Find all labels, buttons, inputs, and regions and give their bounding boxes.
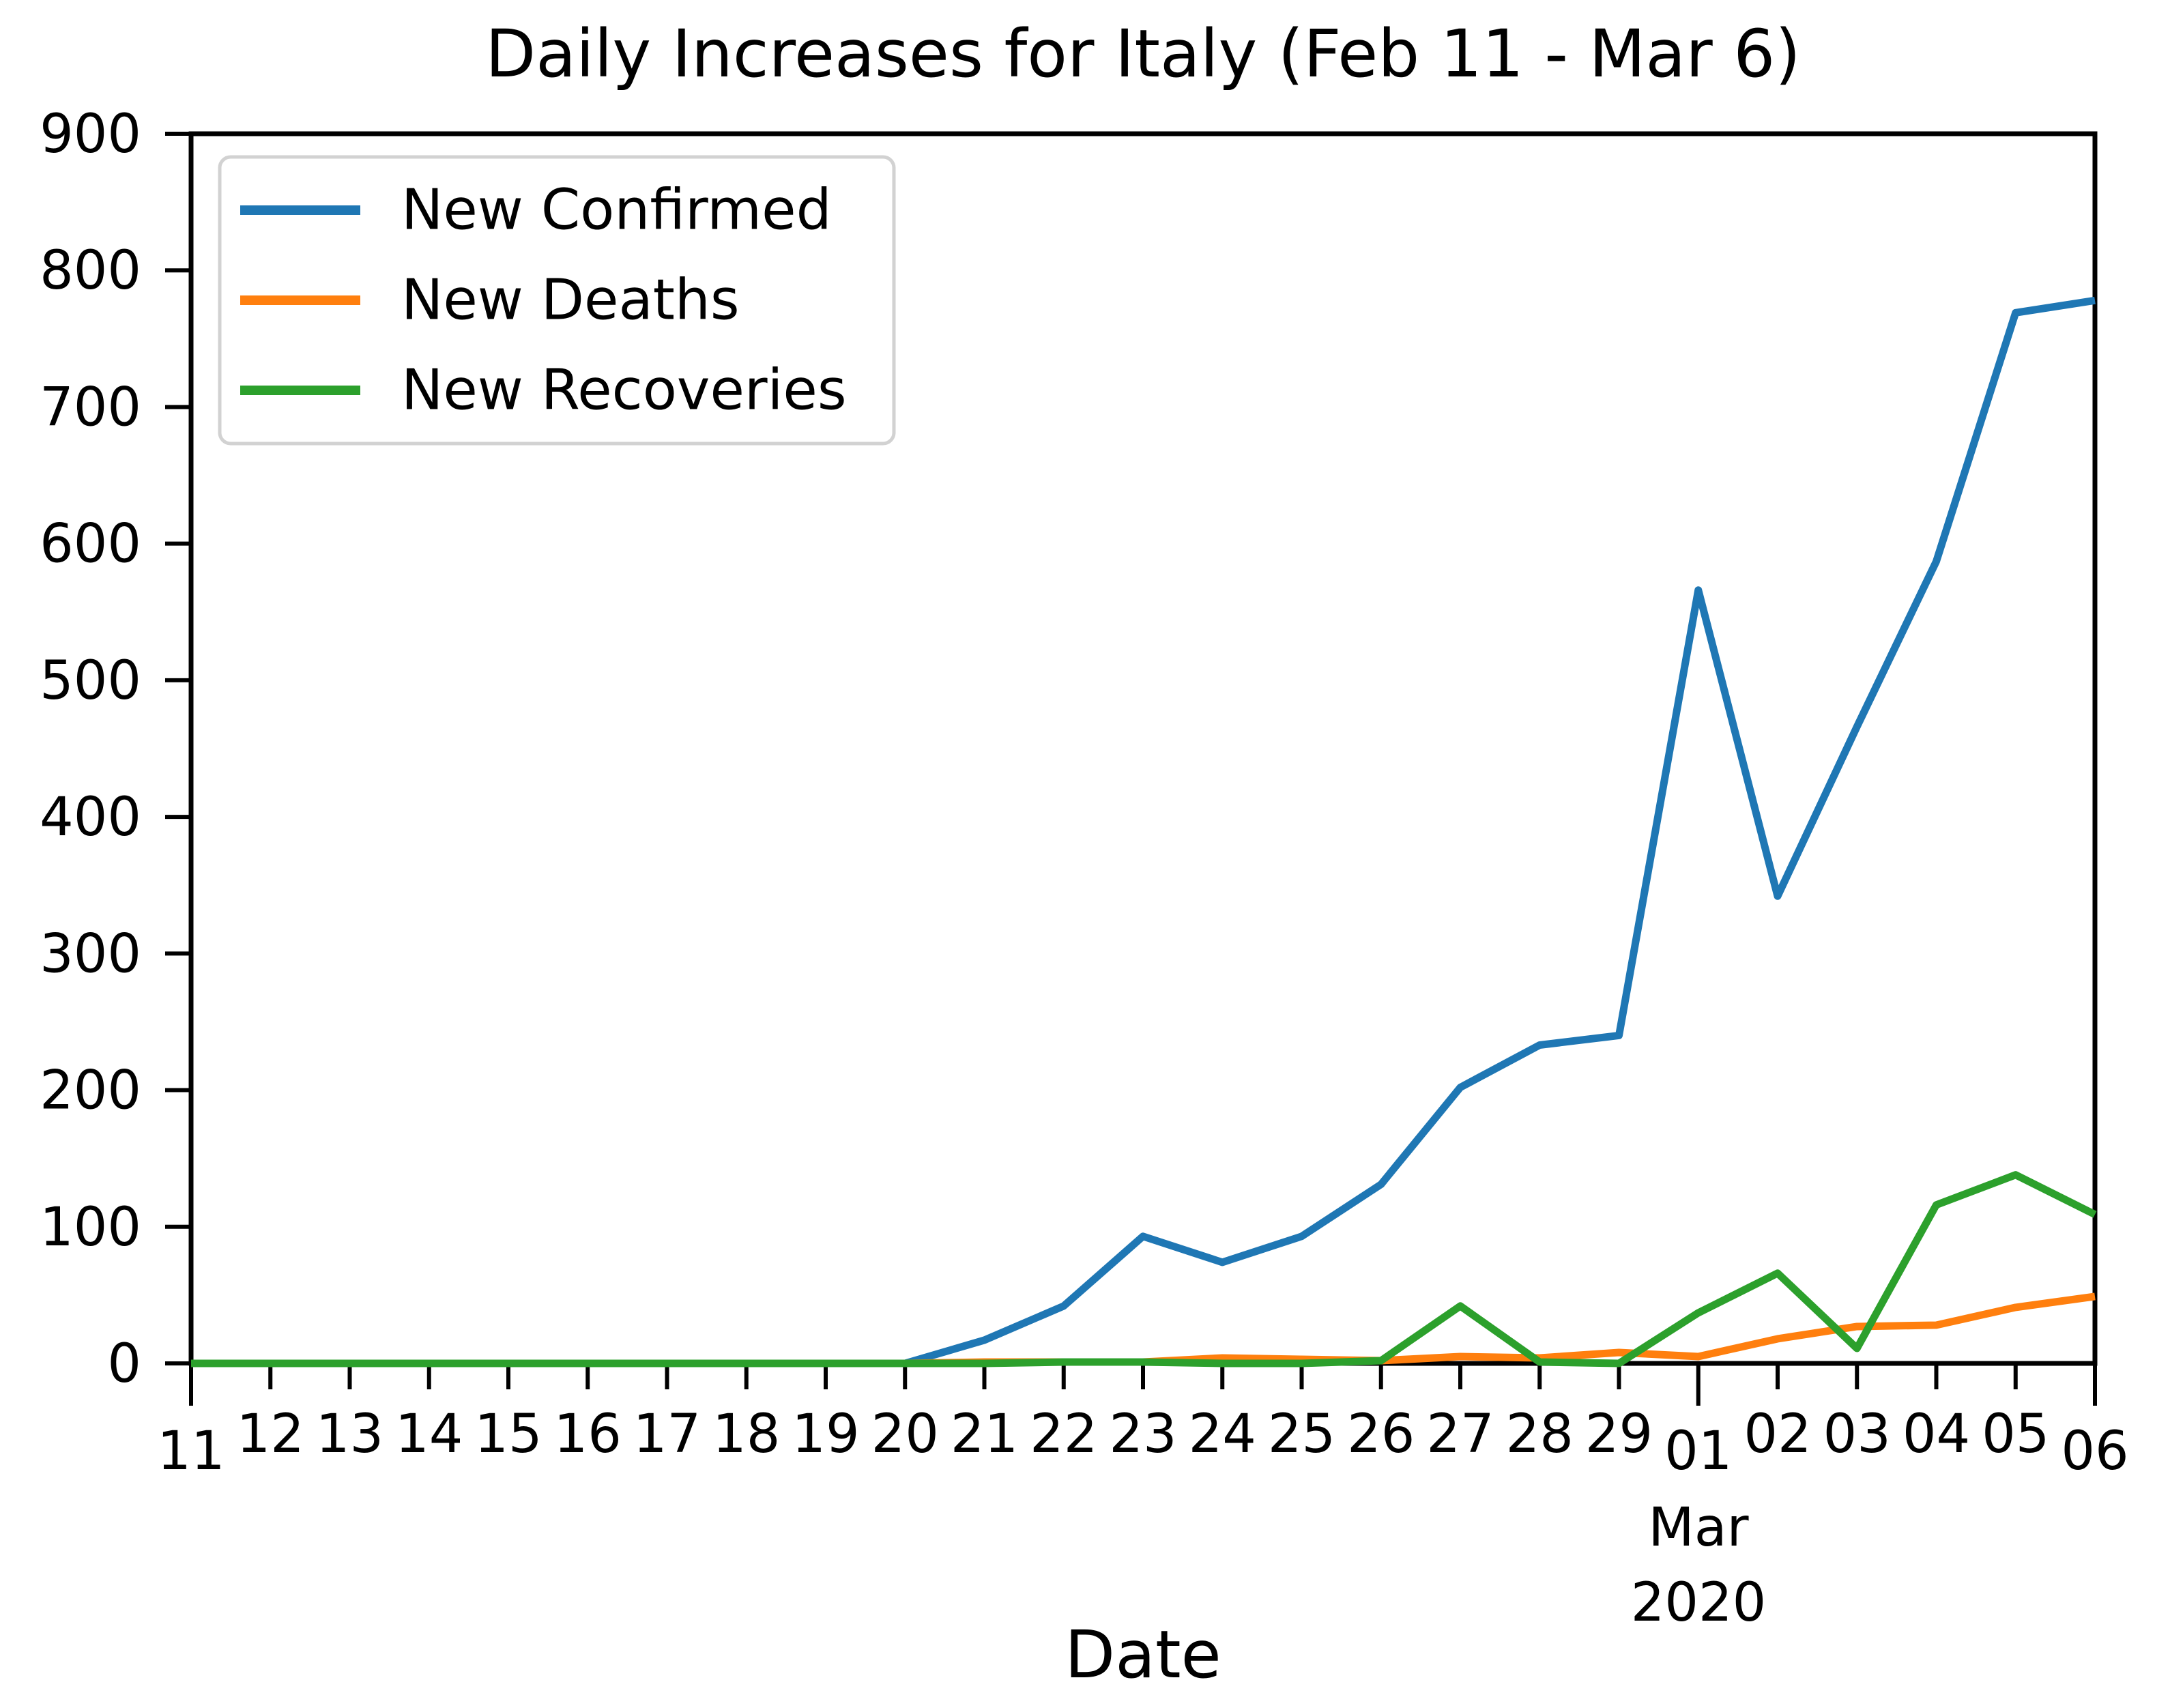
x-tick-label: 15 [474, 1404, 542, 1465]
x-tick-label: 25 [1268, 1404, 1335, 1465]
legend-label: New Deaths [401, 268, 740, 333]
legend-label: New Recoveries [401, 358, 847, 423]
x-tick-label: 18 [712, 1404, 780, 1465]
y-tick-label: 800 [40, 240, 141, 302]
x-tick-label: 28 [1506, 1404, 1574, 1465]
x-tick-label: 26 [1347, 1404, 1415, 1465]
y-tick-label: 700 [40, 377, 141, 438]
x-tick-label: 02 [1744, 1404, 1811, 1465]
series-line-new-confirmed [191, 296, 2096, 1367]
chart-title: Daily Increases for Italy (Feb 11 - Mar … [485, 16, 1800, 92]
x-axis-title: Date [1065, 1617, 1221, 1693]
x-tick-label: 23 [1109, 1404, 1176, 1465]
x-tick-label: 01 [1664, 1421, 1732, 1482]
y-tick-label: 600 [40, 514, 141, 575]
x-tick-label: 03 [1823, 1404, 1891, 1465]
y-tick-label: 500 [40, 650, 141, 712]
x-tick-label: 29 [1585, 1404, 1653, 1465]
x-tick-label: 24 [1189, 1404, 1256, 1465]
x-tick-label: 22 [1030, 1404, 1097, 1465]
x-tick-label: 14 [395, 1404, 463, 1465]
legend-box [218, 155, 896, 446]
y-tick-label: 200 [40, 1060, 141, 1122]
x-tick-label: 06 [2061, 1421, 2128, 1482]
y-tick-label: 400 [40, 787, 141, 848]
plot-area: 0 100 200 300 400 500 600 700 800 900 11 12 13 14 15 16… [40, 104, 2129, 1482]
y-tick-label: 100 [40, 1197, 141, 1258]
x-tick-label: 21 [951, 1404, 1018, 1465]
x-tick-label: 27 [1426, 1404, 1494, 1465]
x-tick-label: 13 [316, 1404, 384, 1465]
y-tick-label: 300 [40, 923, 141, 985]
x-tick-label: 17 [633, 1404, 701, 1465]
x-tick-label: 20 [871, 1404, 939, 1465]
y-tick-label: 0 [107, 1333, 141, 1395]
x-tick-label: 16 [554, 1404, 622, 1465]
x-tick-label: 19 [792, 1404, 859, 1465]
legend-label: New Confirmed [401, 178, 832, 243]
x-tick-label: 05 [1982, 1404, 2049, 1465]
x-tick-label: 11 [157, 1421, 225, 1482]
x-tick-label: 04 [1903, 1404, 1970, 1465]
x-axis-month-label: Mar [1648, 1497, 1749, 1559]
x-tick-label: 12 [237, 1404, 304, 1465]
y-tick-label: 900 [40, 104, 141, 165]
legend: New Confirmed New Deaths New Recoveries [218, 155, 896, 446]
x-axis-year-label: 2020 [1631, 1572, 1767, 1634]
series-line-new-recoveries [191, 1171, 2097, 1367]
